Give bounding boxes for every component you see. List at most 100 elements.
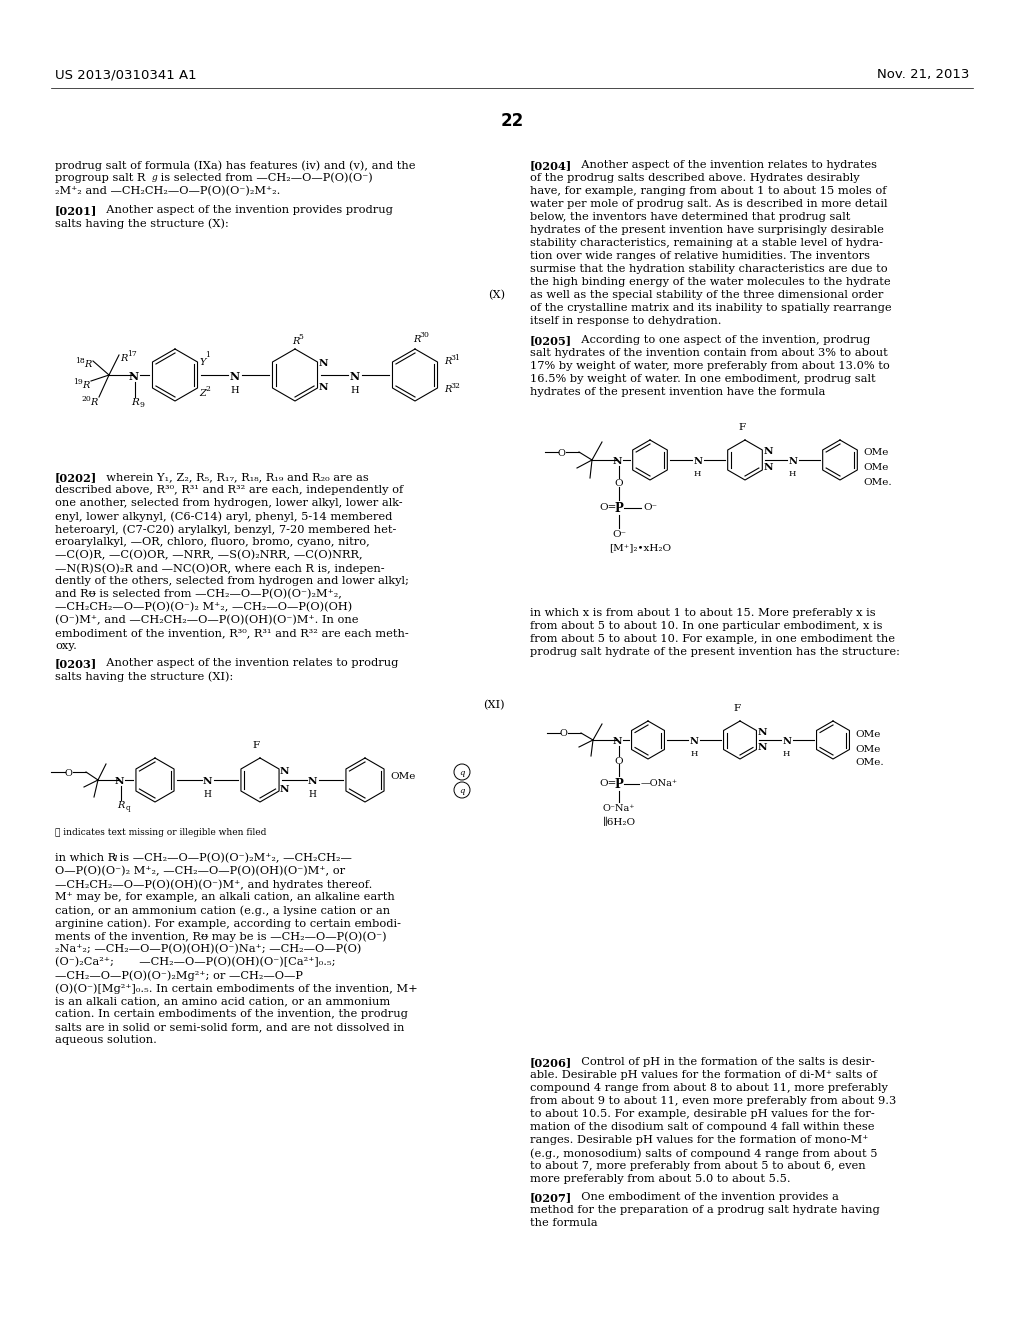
Text: OMe: OMe <box>855 744 881 754</box>
Text: N: N <box>763 463 773 473</box>
Text: F: F <box>253 741 259 750</box>
Text: 19: 19 <box>74 378 83 385</box>
Text: to about 7, more preferably from about 5 to about 6, even: to about 7, more preferably from about 5… <box>530 1162 865 1171</box>
Text: P: P <box>614 502 624 515</box>
Text: O=: O= <box>600 503 617 512</box>
Text: ranges. Desirable pH values for the formation of mono-M⁺: ranges. Desirable pH values for the form… <box>530 1135 868 1144</box>
Text: 1: 1 <box>206 351 210 359</box>
Text: R: R <box>85 360 92 370</box>
Text: [0207]: [0207] <box>530 1192 572 1203</box>
Text: able. Desirable pH values for the formation of di-M⁺ salts of: able. Desirable pH values for the format… <box>530 1071 878 1080</box>
Text: (O)(O⁻)[Mg²⁺]₀.₅. In certain embodiments of the invention, M+: (O)(O⁻)[Mg²⁺]₀.₅. In certain embodiments… <box>55 983 418 994</box>
Text: —CH₂—O—P(O)(O⁻)₂Mg²⁺; or —CH₂—O—P: —CH₂—O—P(O)(O⁻)₂Mg²⁺; or —CH₂—O—P <box>55 970 303 981</box>
Text: to about 10.5. For example, desirable pH values for the for-: to about 10.5. For example, desirable pH… <box>530 1109 874 1119</box>
Text: [0201]: [0201] <box>55 205 97 216</box>
Text: O⁻: O⁻ <box>612 531 626 539</box>
Text: aqueous solution.: aqueous solution. <box>55 1035 157 1045</box>
Text: prodrug salt hydrate of the present invention has the structure:: prodrug salt hydrate of the present inve… <box>530 647 900 657</box>
Text: O: O <box>614 756 624 766</box>
Text: Another aspect of the invention relates to prodrug: Another aspect of the invention relates … <box>99 657 398 668</box>
Text: OMe.: OMe. <box>855 758 884 767</box>
Text: g: g <box>152 173 158 182</box>
Text: dently of the others, selected from hydrogen and lower alkyl;: dently of the others, selected from hydr… <box>55 576 409 586</box>
Text: (O⁻)M⁺, and —CH₂CH₂—O—P(O)(OH)(O⁻)M⁺. In one: (O⁻)M⁺, and —CH₂CH₂—O—P(O)(OH)(O⁻)M⁺. In… <box>55 615 358 626</box>
Text: heteroaryl, (C7-C20) arylalkyl, benzyl, 7-20 membered het-: heteroaryl, (C7-C20) arylalkyl, benzyl, … <box>55 524 396 535</box>
Text: US 2013/0310341 A1: US 2013/0310341 A1 <box>55 69 197 81</box>
Text: N: N <box>612 458 622 466</box>
Text: N: N <box>758 729 767 737</box>
Text: 20: 20 <box>81 395 91 403</box>
Text: the formula: the formula <box>530 1218 598 1228</box>
Text: N: N <box>203 777 212 787</box>
Text: (XI): (XI) <box>483 700 505 710</box>
Text: ments of the invention, Rᵿ may be is —CH₂—O—P(O)(O⁻): ments of the invention, Rᵿ may be is —CH… <box>55 931 387 941</box>
Text: N: N <box>693 458 701 466</box>
Text: O⁻: O⁻ <box>643 503 657 512</box>
Text: H: H <box>782 750 791 758</box>
Text: Nov. 21, 2013: Nov. 21, 2013 <box>877 69 969 81</box>
Text: R: R <box>91 399 98 407</box>
Text: q: q <box>126 804 130 812</box>
Text: [0203]: [0203] <box>55 657 97 669</box>
Text: OMe: OMe <box>863 447 889 457</box>
Text: ∥6H₂O: ∥6H₂O <box>602 818 636 828</box>
Text: q: q <box>460 770 465 777</box>
Text: Y: Y <box>200 358 206 367</box>
Text: water per mole of prodrug salt. As is described in more detail: water per mole of prodrug salt. As is de… <box>530 199 888 209</box>
Text: O: O <box>559 730 567 738</box>
Text: ₂Na⁺₂; —CH₂—O—P(O)(OH)(O⁻)Na⁺; —CH₂—O—P(O): ₂Na⁺₂; —CH₂—O—P(O)(OH)(O⁻)Na⁺; —CH₂—O—P(… <box>55 944 361 954</box>
Text: Another aspect of the invention provides prodrug: Another aspect of the invention provides… <box>99 205 393 215</box>
Text: N: N <box>758 743 767 752</box>
Text: H: H <box>690 750 697 758</box>
Text: [M⁺]₂•xH₂O: [M⁺]₂•xH₂O <box>609 543 671 552</box>
Text: progroup salt R: progroup salt R <box>55 173 145 183</box>
Text: stability characteristics, remaining at a stable level of hydra-: stability characteristics, remaining at … <box>530 238 883 248</box>
Text: N: N <box>230 371 240 383</box>
Text: R: R <box>444 356 452 366</box>
Text: OMe.: OMe. <box>863 478 892 487</box>
Text: [0205]: [0205] <box>530 335 572 346</box>
Text: R: R <box>413 335 421 345</box>
Text: F: F <box>733 704 740 713</box>
Text: H: H <box>308 789 316 799</box>
Text: —N(R)S(O)₂R and —NC(O)OR, where each R is, indepen-: —N(R)S(O)₂R and —NC(O)OR, where each R i… <box>55 564 385 574</box>
Text: F: F <box>738 422 745 432</box>
Text: R: R <box>131 399 139 407</box>
Text: oxy.: oxy. <box>55 642 77 651</box>
Text: [0206]: [0206] <box>530 1057 572 1068</box>
Text: N: N <box>280 767 290 776</box>
Text: 30: 30 <box>419 331 429 339</box>
Text: salts are in solid or semi-solid form, and are not dissolved in: salts are in solid or semi-solid form, a… <box>55 1022 404 1032</box>
Text: method for the preparation of a prodrug salt hydrate having: method for the preparation of a prodrug … <box>530 1205 880 1214</box>
Text: N: N <box>763 447 773 457</box>
Text: [0204]: [0204] <box>530 160 572 172</box>
Text: 2: 2 <box>206 385 210 393</box>
Text: According to one aspect of the invention, prodrug: According to one aspect of the invention… <box>574 335 870 345</box>
Text: compound 4 range from about 8 to about 11, more preferably: compound 4 range from about 8 to about 1… <box>530 1082 888 1093</box>
Text: cation, or an ammonium cation (e.g., a lysine cation or an: cation, or an ammonium cation (e.g., a l… <box>55 906 390 916</box>
Text: R: R <box>118 801 125 810</box>
Text: 5: 5 <box>298 333 303 341</box>
Text: O⁻Na⁺: O⁻Na⁺ <box>603 804 635 813</box>
Text: ⓖ indicates text missing or illegible when filed: ⓖ indicates text missing or illegible wh… <box>55 828 266 837</box>
Text: from about 9 to about 11, even more preferably from about 9.3: from about 9 to about 11, even more pref… <box>530 1096 896 1106</box>
Text: wherein Y₁, Z₂, R₅, R₁₇, R₁₈, R₁₉ and R₂₀ are as: wherein Y₁, Z₂, R₅, R₁₇, R₁₈, R₁₉ and R₂… <box>99 473 369 482</box>
Text: prodrug salt of formula (IXa) has features (iv) and (v), and the: prodrug salt of formula (IXa) has featur… <box>55 160 416 170</box>
Text: N: N <box>782 738 791 747</box>
Text: eroarylalkyl, —OR, chloro, fluoro, bromo, cyano, nitro,: eroarylalkyl, —OR, chloro, fluoro, bromo… <box>55 537 370 546</box>
Text: N: N <box>318 359 328 367</box>
Text: Control of pH in the formation of the salts is desir-: Control of pH in the formation of the sa… <box>574 1057 874 1067</box>
Text: —ONa⁺: —ONa⁺ <box>641 780 678 788</box>
Text: P: P <box>614 777 624 791</box>
Text: described above, R³⁰, R³¹ and R³² are each, independently of: described above, R³⁰, R³¹ and R³² are ea… <box>55 484 403 495</box>
Text: 17: 17 <box>127 350 137 358</box>
Text: 22: 22 <box>501 112 523 129</box>
Text: salt hydrates of the invention contain from about 3% to about: salt hydrates of the invention contain f… <box>530 348 888 358</box>
Text: 17% by weight of water, more preferably from about 13.0% to: 17% by weight of water, more preferably … <box>530 360 890 371</box>
Text: O—P(O)(O⁻)₂ M⁺₂, —CH₂—O—P(O)(OH)(O⁻)M⁺, or: O—P(O)(O⁻)₂ M⁺₂, —CH₂—O—P(O)(OH)(O⁻)M⁺, … <box>55 866 345 876</box>
Text: from about 5 to about 10. In one particular embodiment, x is: from about 5 to about 10. In one particu… <box>530 620 883 631</box>
Text: N: N <box>350 371 360 383</box>
Text: more preferably from about 5.0 to about 5.5.: more preferably from about 5.0 to about … <box>530 1173 791 1184</box>
Text: N: N <box>129 371 139 383</box>
Text: enyl, lower alkynyl, (C6-C14) aryl, phenyl, 5-14 membered: enyl, lower alkynyl, (C6-C14) aryl, phen… <box>55 511 392 521</box>
